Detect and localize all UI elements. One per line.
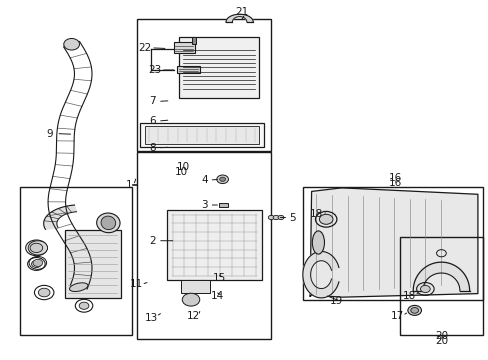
Circle shape xyxy=(268,215,274,220)
Bar xyxy=(136,19,271,152)
Text: 11: 11 xyxy=(130,279,143,289)
Ellipse shape xyxy=(69,283,88,292)
Bar xyxy=(219,203,227,207)
Bar xyxy=(177,66,200,73)
Bar xyxy=(64,230,120,298)
Bar xyxy=(136,152,271,339)
Bar xyxy=(179,37,259,98)
Text: 7: 7 xyxy=(148,96,155,107)
Text: 13: 13 xyxy=(144,312,158,323)
Text: 14: 14 xyxy=(211,291,224,301)
Circle shape xyxy=(30,243,42,252)
Circle shape xyxy=(278,215,284,220)
Bar xyxy=(144,126,259,144)
Text: 20: 20 xyxy=(434,332,447,342)
Circle shape xyxy=(28,241,47,255)
Ellipse shape xyxy=(97,213,120,233)
Polygon shape xyxy=(225,14,253,22)
Circle shape xyxy=(219,177,225,181)
Circle shape xyxy=(410,307,418,313)
Polygon shape xyxy=(43,205,76,229)
Circle shape xyxy=(407,305,421,315)
Ellipse shape xyxy=(312,231,324,254)
Text: 3: 3 xyxy=(201,200,207,210)
Polygon shape xyxy=(412,262,468,291)
Text: 23: 23 xyxy=(148,65,161,75)
Text: 8: 8 xyxy=(148,143,155,153)
Circle shape xyxy=(273,215,279,220)
Text: 1: 1 xyxy=(125,180,132,190)
Text: 21: 21 xyxy=(235,7,248,17)
Text: 12: 12 xyxy=(186,311,200,321)
Bar xyxy=(399,237,482,336)
Circle shape xyxy=(38,288,50,297)
Text: 18: 18 xyxy=(309,209,323,219)
Text: 5: 5 xyxy=(288,212,295,222)
Text: 15: 15 xyxy=(212,273,225,283)
Circle shape xyxy=(33,259,42,266)
Text: 10: 10 xyxy=(174,167,187,177)
Text: 17: 17 xyxy=(390,311,404,321)
Bar xyxy=(20,187,131,336)
Polygon shape xyxy=(309,188,477,297)
Ellipse shape xyxy=(101,216,116,230)
Bar xyxy=(181,280,210,293)
Bar xyxy=(140,123,264,147)
Bar xyxy=(302,187,482,300)
Circle shape xyxy=(79,302,89,309)
Circle shape xyxy=(319,214,332,224)
Circle shape xyxy=(182,293,200,306)
Text: 10: 10 xyxy=(177,162,190,172)
Polygon shape xyxy=(302,251,338,298)
Circle shape xyxy=(31,260,41,267)
Text: 2: 2 xyxy=(148,236,155,246)
Text: 18: 18 xyxy=(403,291,416,301)
Text: 16: 16 xyxy=(388,178,401,188)
Circle shape xyxy=(420,285,429,293)
Text: 22: 22 xyxy=(138,43,151,53)
Text: 16: 16 xyxy=(388,173,401,183)
Bar xyxy=(192,37,196,44)
Circle shape xyxy=(216,175,228,184)
Bar xyxy=(174,42,195,53)
Text: 19: 19 xyxy=(329,296,343,306)
Text: 20: 20 xyxy=(434,337,447,346)
Text: 4: 4 xyxy=(201,175,207,185)
Bar xyxy=(166,210,261,280)
Text: 6: 6 xyxy=(148,116,155,126)
Text: 9: 9 xyxy=(46,129,53,139)
Circle shape xyxy=(63,39,80,50)
